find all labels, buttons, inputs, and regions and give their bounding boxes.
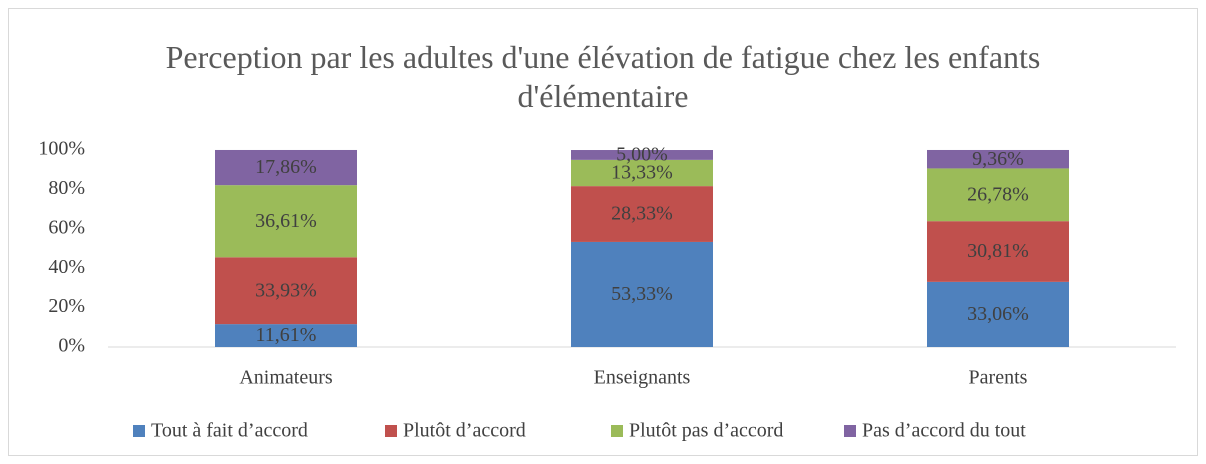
bar-segment (215, 324, 357, 347)
legend-label: Plutôt pas d’accord (629, 420, 783, 442)
bar-segment (927, 149, 1069, 169)
value-label: 26,78% (967, 183, 1029, 205)
bar-segment (215, 257, 357, 325)
bar-segment (571, 150, 713, 160)
y-tick-label: 100% (38, 138, 85, 160)
value-label: 30,81% (967, 240, 1029, 262)
value-label: 5,00% (616, 144, 668, 166)
x-tick-label: Animateurs (239, 367, 333, 389)
value-label: 9,36% (972, 148, 1024, 170)
bar-segment (215, 185, 357, 258)
legend-swatch (133, 425, 145, 437)
y-tick-label: 20% (48, 295, 85, 317)
bar-segment (571, 241, 713, 347)
x-tick-label: Enseignants (594, 367, 691, 389)
value-label: 13,33% (611, 162, 673, 184)
value-label: 11,61% (256, 324, 317, 346)
y-tick-label: 40% (48, 256, 85, 278)
y-tick-label: 0% (58, 335, 85, 357)
y-tick-label: 60% (48, 216, 85, 238)
bar-segment (571, 186, 713, 242)
legend-label: Pas d’accord du tout (862, 420, 1026, 442)
legend-label: Tout à fait d’accord (151, 420, 308, 442)
value-label: 53,33% (611, 283, 673, 305)
value-label: 36,61% (255, 210, 317, 232)
bar-segment (927, 281, 1069, 347)
legend-swatch (385, 425, 397, 437)
y-tick-label: 80% (48, 177, 85, 199)
x-tick-label: Parents (969, 367, 1028, 389)
legend-label: Plutôt d’accord (403, 420, 526, 442)
bar-segment (215, 149, 357, 186)
legend-swatch (611, 425, 623, 437)
value-label: 33,93% (255, 279, 317, 301)
bar-segment (571, 159, 713, 187)
legend-swatch (844, 425, 856, 437)
value-label: 28,33% (611, 203, 673, 225)
bar-segment (927, 221, 1069, 282)
bar-segment (927, 168, 1069, 222)
value-label: 33,06% (967, 303, 1029, 325)
chart-title: Perception par les adultes d'une élévati… (165, 39, 1041, 114)
value-label: 17,86% (255, 156, 317, 178)
